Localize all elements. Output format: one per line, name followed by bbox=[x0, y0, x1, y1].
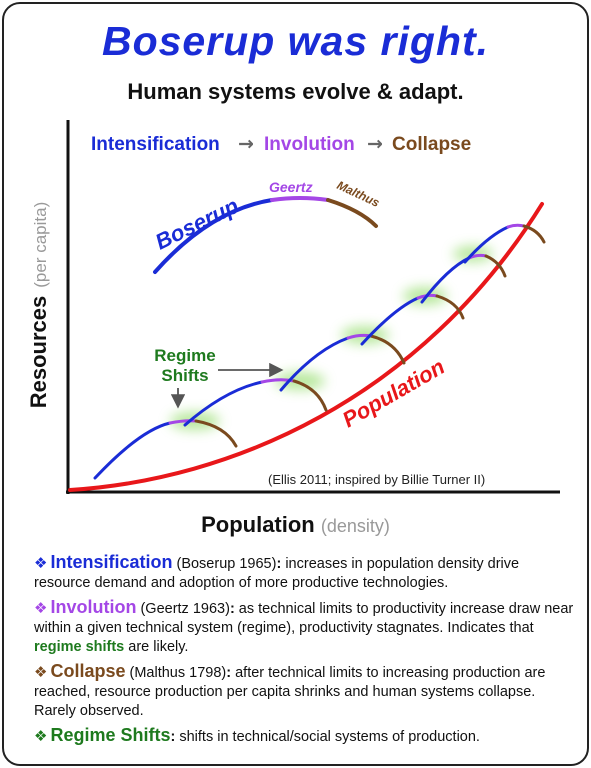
legend-text: shifts in technical/social systems of pr… bbox=[175, 729, 480, 745]
x-axis-sublabel: (density) bbox=[320, 516, 390, 536]
population-label: Population bbox=[338, 354, 449, 432]
x-axis-label: Population bbox=[201, 512, 315, 537]
mini-curve-malthus bbox=[326, 198, 378, 228]
diamond-icon: ❖ bbox=[34, 664, 48, 681]
page-subtitle: Human systems evolve & adapt. bbox=[127, 79, 464, 104]
mini-label-boserup: Boserup bbox=[151, 193, 242, 255]
legend-term: Intensification bbox=[50, 552, 173, 572]
regime-arc-2 bbox=[183, 378, 328, 427]
population-curve bbox=[68, 202, 544, 492]
legend-source: (Geertz 1963) bbox=[136, 601, 230, 617]
y-axis-title: Resources (per capita) bbox=[16, 200, 62, 410]
phase-collapse: Collapse bbox=[392, 134, 471, 155]
legend: ❖ Intensification (Boserup 1965): increas… bbox=[34, 553, 579, 752]
mini-curve-geertz bbox=[270, 196, 330, 202]
legend-colon: : bbox=[229, 601, 235, 617]
phase-arrow-2: → bbox=[367, 133, 383, 155]
y-axis-label: Resources bbox=[26, 295, 51, 409]
regime-shifts-label-line2: Shifts bbox=[161, 366, 208, 385]
legend-term: Regime Shifts bbox=[50, 725, 171, 745]
legend-colon: : bbox=[170, 729, 176, 745]
regime-arc-1 bbox=[93, 419, 238, 480]
legend-item-intensification: ❖ Intensification (Boserup 1965): increas… bbox=[34, 553, 579, 593]
legend-term: Collapse bbox=[50, 661, 126, 681]
diamond-icon: ❖ bbox=[34, 728, 48, 745]
legend-text: after technical limits to increasing pro… bbox=[34, 665, 546, 719]
diamond-icon: ❖ bbox=[34, 600, 48, 617]
legend-source: (Malthus 1798) bbox=[125, 665, 227, 681]
legend-text: as technical limits to productivity incr… bbox=[34, 601, 574, 636]
mini-curve-boserup bbox=[153, 198, 274, 274]
legend-text-after: are likely. bbox=[124, 639, 189, 655]
glow-2 bbox=[275, 372, 325, 390]
regime-arc-6 bbox=[463, 223, 546, 264]
citation: (Ellis 2011; inspired by Billie Turner I… bbox=[268, 472, 486, 487]
diamond-icon: ❖ bbox=[34, 555, 48, 572]
legend-colon: : bbox=[226, 665, 232, 681]
legend-source: (Boserup 1965) bbox=[172, 556, 277, 572]
legend-term: Involution bbox=[50, 597, 137, 617]
legend-item-involution: ❖ Involution (Geertz 1963): as technical … bbox=[34, 598, 579, 657]
page-title: Boserup was right. bbox=[101, 18, 490, 64]
legend-colon: : bbox=[276, 556, 282, 572]
regime-shifts-label-line1: Regime bbox=[154, 346, 215, 365]
legend-item-collapse: ❖ Collapse (Malthus 1798): after technica… bbox=[34, 662, 579, 721]
phase-arrow-1: → bbox=[238, 133, 254, 155]
legend-text: increases in population density drive re… bbox=[34, 556, 520, 591]
y-axis-sublabel: (per capita) bbox=[31, 201, 50, 288]
legend-item-regime-shifts: ❖ Regime Shifts: shifts in technical/soci… bbox=[34, 726, 579, 747]
legend-bold-term: regime shifts bbox=[34, 639, 125, 655]
mini-label-geertz: Geertz bbox=[269, 179, 313, 195]
x-axis-title: Population (density) bbox=[0, 512, 591, 538]
regime-shift-glows bbox=[170, 246, 493, 430]
phase-involution: Involution bbox=[264, 134, 355, 155]
phase-intensification: Intensification bbox=[91, 134, 220, 155]
